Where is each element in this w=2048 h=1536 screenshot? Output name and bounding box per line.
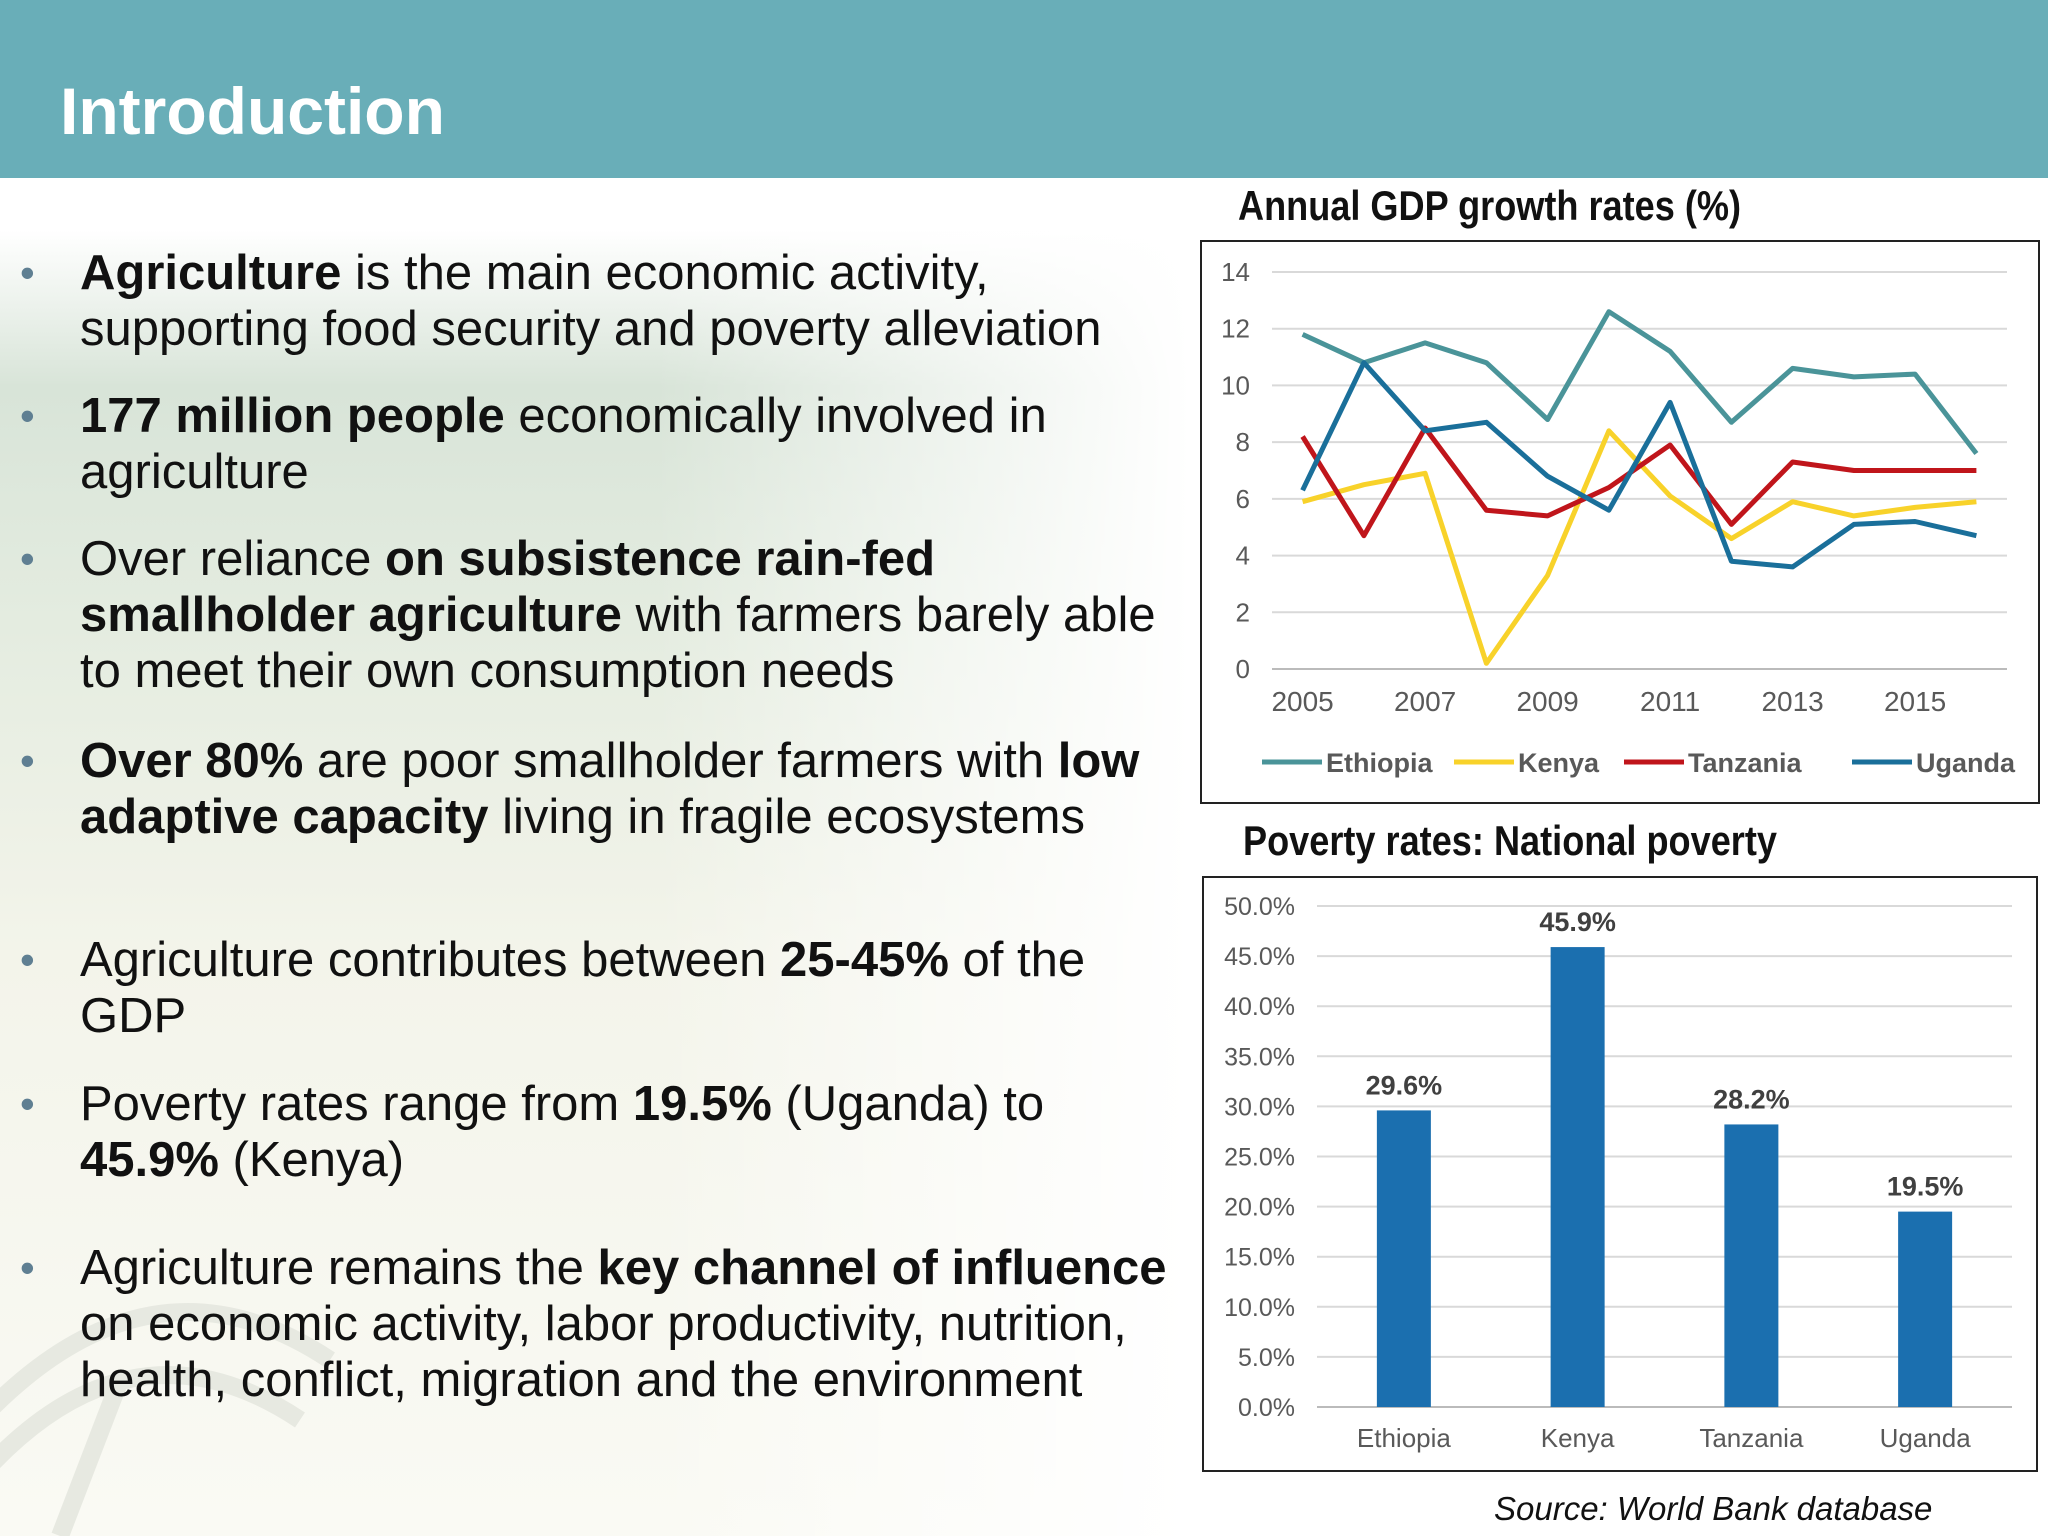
bullet-emphasis: Over 80% [80, 734, 304, 788]
series-line-tanzania [1300, 425, 1977, 539]
legend-label: Ethiopia [1326, 748, 1433, 778]
y-tick-label: 12 [1221, 314, 1250, 344]
bullet-text: living in fragile ecosystems [488, 790, 1085, 844]
bullet-text: economically involved in agriculture [80, 389, 1047, 499]
y-tick-label: 35.0% [1224, 1043, 1295, 1071]
y-tick-label: 0 [1236, 654, 1250, 684]
bullet-emphasis: low adaptive capacity [80, 734, 1140, 844]
y-tick-label: 10.0% [1224, 1294, 1295, 1322]
bullet-emphasis: 19.5% [632, 1077, 772, 1131]
bar-ethiopia [1376, 1110, 1431, 1407]
bullet-marker: • [20, 737, 35, 784]
x-category-label: Uganda [1880, 1423, 1972, 1453]
bullet-marker: • [20, 1080, 35, 1127]
gdp-line-chart: 0 2 4 6 8 10 12 14 2005 2007 2009 2011 2013 2015 Ethio… [1221, 257, 2016, 778]
y-tick-label: 6 [1236, 484, 1250, 514]
y-tick-label: 2 [1236, 597, 1250, 627]
bullet-emphasis: 45.9% [80, 1133, 219, 1187]
bullet-text: Agriculture contributes between [80, 933, 780, 987]
x-tick-label: 2013 [1761, 686, 1823, 717]
series-line-ethiopia [1301, 309, 1979, 456]
bullet-list: • Agriculture is the main economic activi… [20, 245, 1170, 1408]
bullet-item: • Agriculture is the main economic activi… [20, 245, 1170, 357]
bullet-text: on economic activity, labor productivity… [80, 1297, 1127, 1407]
x-category-label: Kenya [1541, 1423, 1615, 1453]
bullet-text: Agriculture remains the [80, 1241, 598, 1295]
legend-label: Uganda [1916, 748, 2016, 778]
bullet-emphasis: Agriculture [80, 246, 342, 300]
gdp-chart-frame: 0 2 4 6 8 10 12 14 2005 2007 2009 2011 2013 2015 Ethio… [1200, 240, 2040, 804]
bar-uganda [1898, 1211, 1953, 1407]
poverty-bar-chart: 0.0% 5.0% 10.0% 15.0% 20.0% 25.0% 30.0% 35.0% 40… [1224, 893, 2012, 1453]
bullet-text: Over reliance [80, 532, 386, 586]
bullet-text: is the main economic activity, supportin… [80, 246, 1102, 356]
bullet-text: with farmers barely able to meet their o… [80, 588, 1156, 698]
y-tick-label: 4 [1236, 541, 1250, 571]
bullet-emphasis: on subsistence rain-fed smallholder agri… [80, 532, 936, 642]
bullet-marker: • [20, 392, 35, 439]
bullet-emphasis: 25-45% [780, 933, 949, 987]
bullet-text: (Kenya) [218, 1133, 405, 1187]
bar-value-label: 29.6% [1366, 1070, 1443, 1100]
bullet-item: • Over 80% are poor smallholder farmers w… [20, 733, 1170, 845]
bullet-item: • 177 million people economically involve… [20, 388, 1170, 500]
y-tick-label: 50.0% [1224, 893, 1295, 921]
y-tick-label: 30.0% [1224, 1093, 1295, 1121]
x-tick-label: 2009 [1516, 686, 1578, 717]
legend-label: Tanzania [1688, 748, 1803, 778]
bar-value-label: 28.2% [1713, 1084, 1790, 1114]
bullet-item: • Poverty rates range from 19.5% (Uganda)… [20, 1076, 1170, 1188]
bar-value-label: 19.5% [1887, 1172, 1964, 1202]
poverty-chart-title: Poverty rates: National poverty [1243, 817, 1777, 864]
y-tick-label: 20.0% [1224, 1194, 1295, 1222]
bullet-text: of the GDP [80, 933, 1086, 1043]
legend-label: Kenya [1518, 748, 1600, 778]
y-tick-label: 45.0% [1224, 943, 1295, 971]
poverty-chart-frame: 0.0% 5.0% 10.0% 15.0% 20.0% 25.0% 30.0% 35.0% 40… [1202, 876, 2038, 1472]
series-line-uganda [1300, 360, 1977, 570]
slide-title: Introduction [60, 74, 445, 148]
bullet-marker: • [20, 249, 35, 296]
bullet-emphasis: key channel of influence [597, 1241, 1167, 1295]
y-tick-label: 0.0% [1238, 1394, 1295, 1422]
bullet-marker: • [20, 535, 35, 582]
bullet-item: • Agriculture contributes between 25-45% … [20, 932, 1170, 1044]
gdp-chart-title: Annual GDP growth rates (%) [1238, 182, 1742, 229]
bar-value-label: 45.9% [1539, 907, 1616, 937]
y-tick-label: 5.0% [1238, 1344, 1295, 1372]
bar-tanzania [1724, 1124, 1779, 1407]
bullet-item: • Over reliance on subsistence rain-fed s… [20, 531, 1170, 699]
y-tick-label: 8 [1236, 427, 1250, 457]
y-tick-label: 15.0% [1224, 1244, 1295, 1272]
watermark-emblem [0, 1303, 335, 1536]
bullet-marker: • [20, 936, 35, 983]
y-tick-label: 25.0% [1224, 1144, 1295, 1172]
bullet-item: • Agriculture remains the key channel of … [20, 1240, 1170, 1408]
bullet-text: are poor smallholder farmers with [303, 734, 1058, 788]
y-tick-label: 40.0% [1224, 993, 1295, 1021]
x-category-label: Tanzania [1699, 1423, 1804, 1453]
x-tick-label: 2011 [1640, 686, 1700, 717]
x-tick-label: 2015 [1884, 686, 1946, 717]
bar-kenya [1550, 947, 1605, 1407]
bullet-text: (Uganda) to [771, 1077, 1045, 1131]
source-note: Source: World Bank database [1494, 1490, 1933, 1527]
x-tick-label: 2007 [1394, 686, 1456, 717]
x-category-label: Ethiopia [1357, 1423, 1451, 1453]
bullet-marker: • [20, 1244, 35, 1291]
title-bar: Introduction [0, 0, 2048, 178]
bullet-emphasis: 177 million people [80, 389, 505, 443]
bullet-text: Poverty rates range from [80, 1077, 633, 1131]
y-tick-label: 14 [1221, 257, 1250, 287]
x-tick-label: 2005 [1271, 686, 1333, 717]
y-tick-label: 10 [1221, 370, 1250, 400]
